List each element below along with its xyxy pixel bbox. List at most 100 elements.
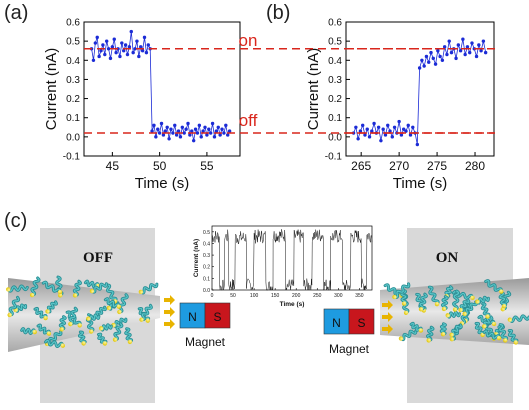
protein-helix <box>98 323 113 332</box>
chart-a-ylabel: Current (nA) <box>43 48 60 131</box>
chart-a-data-point <box>207 127 211 131</box>
magnetic-bead <box>491 321 497 327</box>
protein-helix <box>103 297 122 309</box>
protein-helix <box>77 330 87 346</box>
chart-a: -0.1 0.0 0.1 0.2 0.3 0.4 0.5 0.6 45 50 55 Time (s) C… <box>43 18 241 192</box>
chart-b-data-point <box>376 125 381 129</box>
off-protein-cluster <box>6 275 159 348</box>
field-arrow-right-1 <box>382 300 393 310</box>
helix-highlight <box>452 290 460 311</box>
magnetic-bead <box>46 331 52 336</box>
helix-highlight <box>499 324 508 341</box>
chart-a-data-point <box>191 138 196 143</box>
chart-b-xtick-label: 270 <box>389 159 409 173</box>
chart-b-data-point <box>438 54 442 59</box>
protein-helix <box>58 315 67 332</box>
chart-a-data-point <box>214 129 219 133</box>
chart-a-data-point <box>125 52 130 57</box>
chart-a-data-point <box>195 131 200 135</box>
chart-b-data-point <box>372 121 376 126</box>
chart-a-data-point <box>157 131 162 135</box>
protein-helix <box>6 284 29 293</box>
magnetic-bead <box>86 316 91 321</box>
magnetic-bead <box>32 329 37 335</box>
chart-inset: 0.0 0.1 0.2 0.3 0.4 0.5 0 50 100 150 200 250 300 350 T… <box>193 225 373 308</box>
protein-helix <box>96 332 108 346</box>
chart-b-ytick-label: 0.1 <box>328 113 342 124</box>
helix-highlight <box>114 323 123 341</box>
chart-a-ytick-label: 0.0 <box>66 132 80 143</box>
magnetic-bead <box>485 314 490 319</box>
chart-a-data-point <box>129 29 133 34</box>
protein-helix <box>462 300 478 317</box>
chart-b-data-point <box>365 127 369 131</box>
chart-a-data-point <box>203 125 207 129</box>
magnetic-bead <box>106 305 112 311</box>
off-state-label: OFF <box>83 250 113 266</box>
chart-b-data-point <box>386 123 390 128</box>
magnetic-bead <box>501 303 507 309</box>
chart-a-data-point <box>167 137 171 141</box>
chart-inset-series-line <box>211 229 373 291</box>
chart-a-data-point <box>140 49 145 53</box>
protein-helix <box>458 298 471 313</box>
chart-a-data-point <box>220 127 224 131</box>
magnet-left-label: Magnet <box>185 335 226 349</box>
chart-a-frame <box>83 21 241 157</box>
chart-a-data-point <box>201 129 205 133</box>
chart-a-data-point <box>190 129 194 133</box>
chart-a-data-point <box>169 127 173 131</box>
chart-a-data-point <box>101 43 105 47</box>
helix-highlight <box>419 293 427 310</box>
chart-inset-ytick-label: 0.1 <box>203 276 210 282</box>
chart-a-data-point <box>156 127 160 131</box>
chart-a-data-point <box>208 131 213 135</box>
chart-b-data-point <box>397 119 401 124</box>
chart-b-data-point <box>477 43 481 47</box>
magnet-right-s-label: S <box>357 316 365 330</box>
chart-b-data-point <box>370 129 374 133</box>
chart-a-data-point <box>116 47 120 51</box>
chart-a-data-point <box>226 133 230 137</box>
chart-b-data-point <box>392 125 397 129</box>
chart-b-frame <box>345 21 495 157</box>
chart-a-ytick-label: 0.2 <box>66 94 80 105</box>
chart-inset-ytick-label: 0.5 <box>203 230 210 236</box>
protein-helix <box>86 313 101 322</box>
chart-b-data-point <box>411 125 415 129</box>
protein-helix <box>33 306 48 321</box>
magnetic-bead <box>68 321 73 327</box>
chart-b-data-point <box>424 54 429 59</box>
chart-b-data-point <box>379 138 383 143</box>
chart-a-data-point <box>180 125 185 129</box>
protein-helix <box>45 300 58 314</box>
helix-highlight <box>104 298 120 308</box>
helix-highlight <box>384 284 403 296</box>
field-arrow-right-2 <box>382 312 393 322</box>
protein-helix <box>498 323 509 343</box>
chart-b-data-point <box>449 50 454 55</box>
helix-highlight <box>42 281 61 293</box>
protein-helix <box>89 282 108 294</box>
chart-b-data-point <box>447 39 451 43</box>
magnetic-bead <box>77 323 82 328</box>
helix-highlight <box>118 294 128 313</box>
chart-a-data-point <box>182 131 186 135</box>
protein-helix <box>481 315 494 329</box>
helix-highlight <box>37 324 50 335</box>
helix-highlight <box>481 303 490 318</box>
helix-highlight <box>475 322 485 336</box>
chart-a-data-point <box>159 121 164 126</box>
panel-label-c: (c) <box>4 210 28 232</box>
protein-helix <box>440 295 449 312</box>
chart-b-data-point <box>388 129 392 133</box>
chart-a-data-point <box>205 133 209 137</box>
chart-a-data-point <box>106 47 111 51</box>
magnetic-bead <box>403 310 409 315</box>
chart-a-data-point <box>165 125 169 129</box>
chart-b-data-point <box>354 125 358 129</box>
helix-highlight <box>485 280 502 293</box>
chart-b-ylabel: Current (nA) <box>305 48 322 131</box>
magnet-left: N S Magnet <box>179 302 231 349</box>
chart-b-data-point <box>381 127 385 131</box>
